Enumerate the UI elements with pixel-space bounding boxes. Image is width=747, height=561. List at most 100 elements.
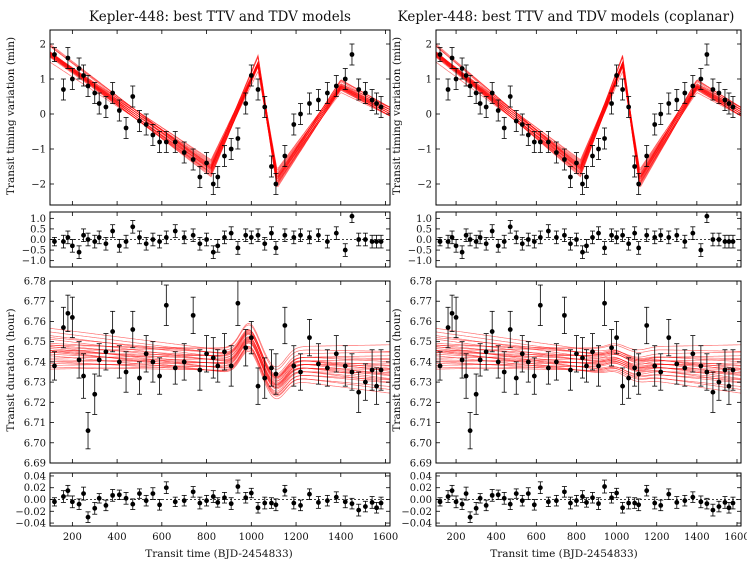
data-point: [722, 500, 728, 505]
data-point: [531, 502, 537, 508]
data-point: [590, 495, 595, 501]
data-point: [716, 237, 722, 242]
data-point: [356, 389, 362, 395]
data-point: [730, 239, 736, 245]
data-point: [222, 234, 227, 240]
y-tick-label: 6.74: [410, 357, 432, 368]
data-point: [255, 383, 261, 389]
data-point: [609, 101, 614, 106]
data-point: [626, 104, 632, 110]
data-point: [525, 237, 531, 242]
model-curves: [436, 327, 741, 394]
data-point: [513, 375, 519, 381]
panel-ttv: −2 −1 0 1 2: [31, 29, 391, 206]
data-point: [69, 76, 75, 82]
y-tick-label: 6.76: [24, 317, 46, 328]
data-point: [489, 329, 495, 334]
data-point: [96, 234, 102, 240]
data-point: [356, 87, 362, 92]
x-tick-label: 400: [108, 532, 127, 543]
data-point: [704, 52, 710, 57]
y-tick-label: 0.02: [24, 483, 46, 494]
y-tick-label: 0.04: [24, 471, 46, 482]
data-point: [545, 499, 551, 505]
data-point: [291, 122, 297, 127]
data-point: [85, 428, 91, 434]
model-curve: [50, 51, 390, 180]
data-point: [69, 243, 75, 249]
data-point: [137, 118, 142, 124]
x-tick-label: 1200: [644, 532, 669, 543]
data-point: [150, 491, 156, 497]
data-point: [716, 504, 722, 509]
data-point: [574, 237, 579, 242]
data-point: [157, 373, 163, 379]
data-point: [269, 500, 274, 506]
data-point: [96, 495, 102, 501]
model-curve: [436, 54, 741, 185]
model-curve: [436, 359, 741, 368]
y-tick-label: −0.02: [15, 507, 46, 518]
data-point: [123, 495, 129, 501]
y-tick-label: 0: [426, 110, 432, 121]
data-point: [92, 90, 98, 96]
data-point: [690, 83, 696, 89]
y-tick-label: 6.69: [24, 459, 46, 470]
data-point: [537, 302, 543, 308]
data-point: [537, 485, 543, 491]
data-point: [143, 498, 149, 504]
data-point: [243, 345, 249, 351]
model-curve: [436, 342, 741, 363]
data-point: [658, 111, 664, 117]
data-point: [449, 234, 455, 240]
y-tick-label: 6.78: [24, 277, 46, 288]
data-point: [76, 357, 82, 363]
model-curve: [50, 52, 390, 183]
data-point: [235, 484, 241, 489]
data-point: [614, 335, 619, 341]
y-tick-label: 6.77: [410, 297, 432, 308]
data-point: [459, 357, 465, 363]
data-point: [210, 494, 216, 499]
data-point: [298, 111, 303, 117]
data-point: [228, 501, 234, 507]
panel-frame: [49, 280, 391, 464]
data-point: [369, 367, 375, 373]
data-point: [513, 234, 519, 240]
y-tick-label: 0.02: [410, 483, 432, 494]
data-point: [235, 136, 241, 141]
data-point: [116, 108, 122, 113]
model-curve: [436, 331, 741, 376]
data-point: [248, 234, 254, 240]
data-point: [698, 363, 704, 369]
data-point: [726, 383, 732, 389]
y-tick-label: 1.0: [30, 214, 46, 225]
data-point: [574, 498, 579, 504]
chart-title-left: Kepler-448: best TTV and TDV models: [89, 9, 351, 25]
data-point: [92, 505, 98, 511]
data-point: [644, 488, 650, 494]
data-point: [609, 232, 614, 238]
data-point: [477, 357, 483, 363]
data-point: [463, 373, 469, 379]
model-curve: [50, 53, 390, 186]
model-curve: [436, 52, 741, 183]
x-tick-label: 1200: [283, 532, 308, 543]
data-point: [81, 232, 86, 238]
data-point: [197, 367, 203, 373]
data-point: [584, 500, 589, 505]
data-point: [704, 501, 710, 507]
data-point: [537, 139, 543, 145]
data-point: [553, 150, 559, 155]
data-point: [495, 359, 501, 365]
observations: [51, 43, 384, 195]
data-point: [116, 492, 122, 498]
data-point: [489, 228, 495, 234]
data-point: [374, 505, 379, 511]
data-point: [614, 490, 619, 496]
y-tick-label: 6.75: [410, 337, 432, 348]
data-point: [181, 150, 187, 155]
data-point: [123, 125, 129, 131]
data-point: [282, 232, 288, 238]
